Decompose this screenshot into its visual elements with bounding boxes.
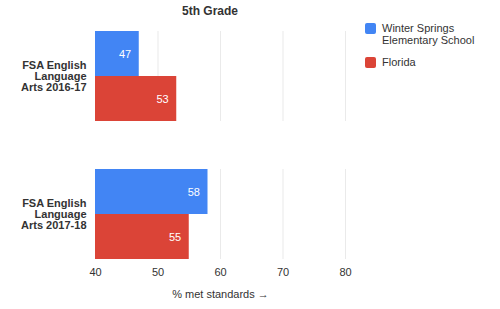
svg-text:58: 58 — [188, 186, 200, 198]
svg-text:55: 55 — [169, 231, 181, 243]
svg-text:47: 47 — [119, 48, 131, 60]
svg-text:% met standards →: % met standards → — [172, 288, 269, 300]
svg-text:60: 60 — [214, 266, 226, 278]
svg-text:40: 40 — [89, 266, 101, 278]
html-text:Florida: Florida — [382, 56, 416, 68]
svg-text:80: 80 — [339, 266, 351, 278]
svg-text:FSA EnglishLanguageArts 2016-1: FSA EnglishLanguageArts 2016-17 — [21, 59, 87, 93]
html-text:Winter Springs Elementary Scho: Winter Springs Elementary School — [382, 22, 475, 46]
svg-text:50: 50 — [152, 266, 164, 278]
html-text:5th Grade: 5th Grade — [182, 4, 238, 18]
svg-text:70: 70 — [277, 266, 289, 278]
svg-text:53: 53 — [157, 93, 169, 105]
svg-text:FSA EnglishLanguageArts 2017-1: FSA EnglishLanguageArts 2017-18 — [21, 197, 87, 231]
